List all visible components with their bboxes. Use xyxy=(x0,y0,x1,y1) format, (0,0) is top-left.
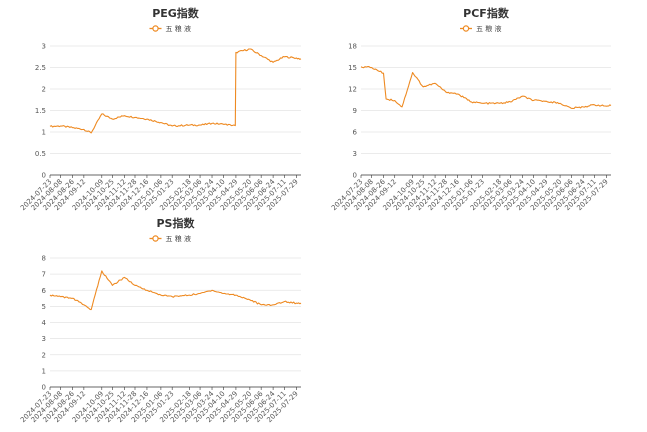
y-tick-label: 5 xyxy=(42,303,46,311)
y-tick-label: 6 xyxy=(353,129,358,137)
y-tick-label: 0 xyxy=(42,172,46,180)
y-tick-label: 1.5 xyxy=(35,107,46,115)
series-line xyxy=(49,48,302,134)
y-tick-label: 7 xyxy=(42,271,46,279)
y-tick-label: 3 xyxy=(42,43,46,51)
y-tick-label: 6 xyxy=(42,287,47,295)
y-tick-label: 0.5 xyxy=(35,150,46,158)
legend-marker-icon xyxy=(152,235,159,242)
peg-chart-panel: PEG指数五 粮 液 0 0.5 1 1.5 2 2.5 3 2024-07-23 2024-08… xyxy=(0,0,323,216)
series-line xyxy=(360,66,612,110)
y-tick-label: 1 xyxy=(42,367,46,375)
y-tick-label: 0 xyxy=(353,172,357,180)
y-tick-label: 3 xyxy=(353,150,357,158)
series-line xyxy=(49,270,302,311)
y-tick-label: 15 xyxy=(348,64,357,72)
chart-title: PEG指数 xyxy=(152,6,200,20)
y-tick-label: 18 xyxy=(348,43,357,51)
y-tick-label: 12 xyxy=(348,86,357,94)
chart-title: PS指数 xyxy=(157,216,196,230)
y-tick-label: 8 xyxy=(42,255,46,263)
ps-chart-panel: PS指数五 粮 液 0 1 2 3 4 5 6 7 8 2024-07-23 2024-08-08 20… xyxy=(0,212,323,432)
y-tick-label: 2 xyxy=(42,86,46,94)
legend[interactable]: 五 粮 液 xyxy=(460,24,501,33)
legend-marker-icon xyxy=(152,25,159,32)
legend-label: 五 粮 液 xyxy=(166,24,191,33)
y-tick-label: 9 xyxy=(353,107,357,115)
y-tick-label: 2 xyxy=(42,351,46,359)
y-tick-label: 2.5 xyxy=(35,64,46,72)
pcf-chart-panel: PCF指数五 粮 液 0 3 6 9 12 15 18 2024-07-23 2024-08-08… xyxy=(323,0,647,216)
y-tick-label: 0 xyxy=(42,384,46,392)
legend[interactable]: 五 粮 液 xyxy=(149,234,191,243)
y-tick-label: 1 xyxy=(42,129,46,137)
y-tick-label: 4 xyxy=(42,319,47,327)
legend[interactable]: 五 粮 液 xyxy=(149,24,191,33)
y-tick-label: 3 xyxy=(42,335,46,343)
legend-label: 五 粮 液 xyxy=(166,234,191,243)
legend-marker-icon xyxy=(462,25,470,32)
chart-title: PCF指数 xyxy=(463,6,510,20)
legend-label: 五 粮 液 xyxy=(476,24,501,33)
